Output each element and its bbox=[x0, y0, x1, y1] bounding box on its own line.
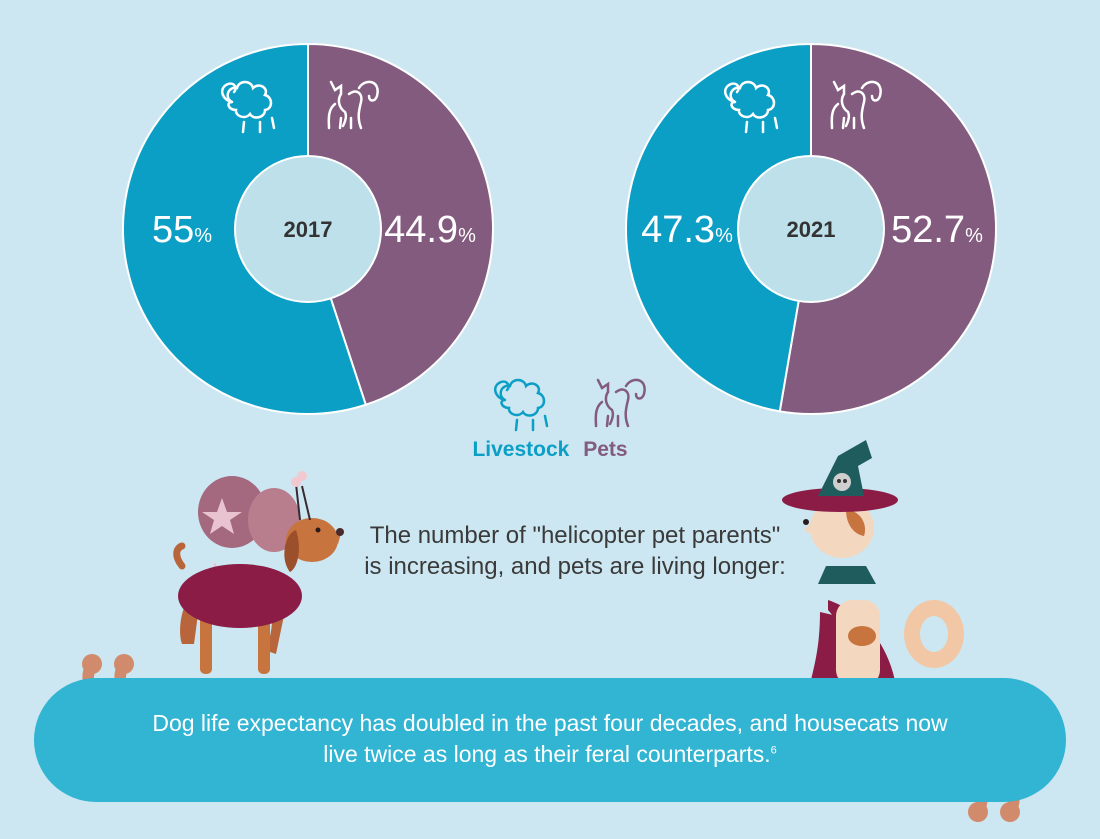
percent-label-pets: 44.9% bbox=[384, 209, 476, 251]
donut-chart-2017: 2017 55% 44.9% bbox=[122, 42, 494, 415]
sheep-icon bbox=[220, 80, 276, 134]
callout-banner bbox=[34, 678, 1066, 802]
slice-pets bbox=[778, 42, 997, 415]
helicopter-parents-text: The number of "helicopter pet parents" i… bbox=[364, 522, 786, 581]
legend-cat-icon bbox=[594, 378, 646, 428]
year-label: 2017 bbox=[284, 217, 333, 242]
slice-pets bbox=[307, 42, 494, 407]
percent-label-pets: 52.7% bbox=[891, 209, 983, 251]
donut-chart-2021: 2021 47.3% 52.7% bbox=[625, 42, 997, 415]
callout-text: Dog life expectancy has doubled in the p… bbox=[140, 708, 960, 770]
donut-center bbox=[737, 155, 885, 303]
legend-livestock: Livestock bbox=[472, 438, 570, 461]
cat-icon bbox=[327, 80, 379, 130]
percent-label-livestock: 47.3% bbox=[641, 209, 733, 251]
footnote-marker: 6 bbox=[770, 744, 777, 757]
callout-body: Dog life expectancy has doubled in the p… bbox=[152, 710, 948, 768]
legend-pets: Pets bbox=[583, 438, 628, 461]
witch-dog-illustration bbox=[782, 440, 964, 690]
chart-legend: Livestock Pets bbox=[0, 438, 1100, 462]
percent-label-livestock: 55% bbox=[152, 209, 212, 251]
slice-livestock bbox=[625, 42, 812, 413]
fairy-dog-illustration bbox=[173, 471, 344, 674]
legend-sheep-icon bbox=[493, 378, 549, 432]
sheep-icon bbox=[723, 80, 779, 134]
cat-icon bbox=[830, 80, 882, 130]
year-label: 2021 bbox=[787, 217, 836, 242]
donut-center bbox=[234, 155, 382, 303]
